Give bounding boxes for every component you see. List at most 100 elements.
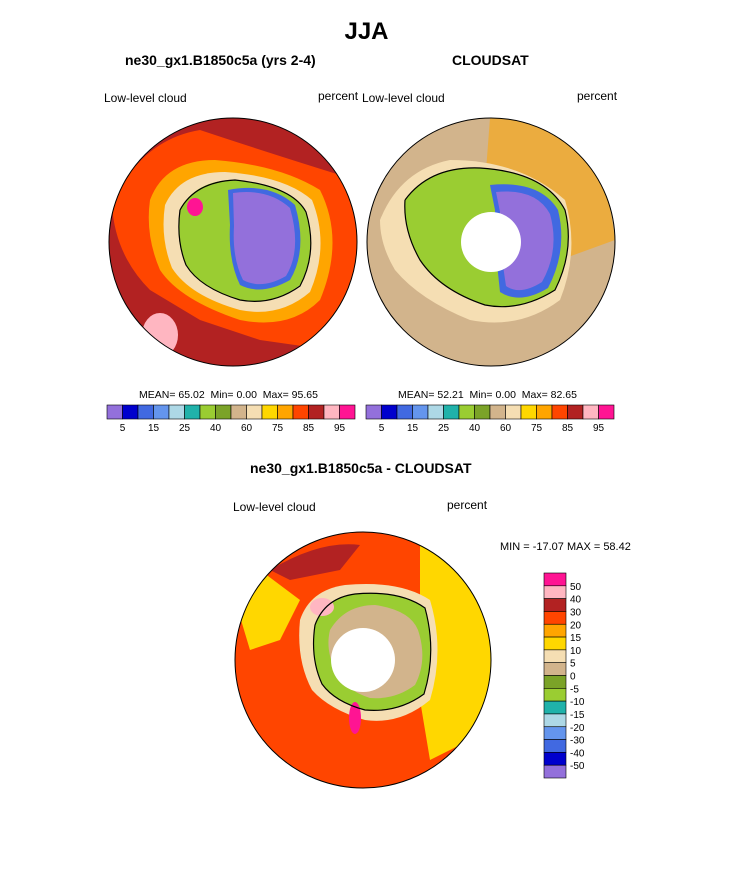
panel1-min-label: Min= — [210, 389, 234, 401]
map3-hot-spot — [349, 702, 361, 734]
colorbar1-tick-label: 85 — [303, 423, 315, 434]
colorbar2-tick-label: 85 — [562, 423, 574, 434]
colorbar2-tick-label: 75 — [531, 423, 543, 434]
colorbar1-swatch — [261, 404, 278, 420]
map3-coastline — [312, 592, 432, 712]
colorbar2-tick-label: 95 — [593, 423, 605, 434]
colorbar3-tick-label: 0 — [570, 672, 576, 683]
colorbar3-swatch — [543, 662, 567, 676]
colorbar1-swatch — [106, 404, 123, 420]
colorbar3-swatch — [543, 611, 567, 625]
colorbar2-swatch — [520, 404, 537, 420]
colorbar2-swatch — [381, 404, 398, 420]
panel2-max-label: Max= — [521, 389, 548, 401]
colorbar3-swatch — [543, 688, 567, 702]
colorbar3-tick-label: 10 — [570, 646, 582, 657]
map-panel-cloudsat — [367, 118, 615, 366]
colorbar3-swatch — [543, 713, 567, 728]
figure-title: JJA — [344, 18, 389, 45]
colorbar2-swatch — [567, 404, 584, 420]
colorbar3-tick-label: -20 — [570, 723, 585, 734]
colorbar2-swatch — [536, 404, 553, 420]
panel1-right-label: percent — [318, 89, 359, 103]
colorbar3-swatch — [543, 700, 567, 715]
colorbar2-swatch — [598, 404, 615, 420]
colorbar2-tick-label: 5 — [379, 423, 385, 434]
colorbar2-tick-label: 25 — [438, 423, 450, 434]
colorbar3-tick-label: -40 — [570, 748, 585, 759]
colorbar3-tick-label: 15 — [570, 633, 582, 644]
colorbar2-swatch — [458, 404, 475, 420]
colorbar1-tick-label: 60 — [241, 423, 253, 434]
colorbar3-tick-label: 30 — [570, 607, 582, 618]
panel2-mean: 52.21 — [437, 389, 464, 401]
colorbar1-swatch — [153, 404, 170, 420]
colorbar1-tick-label: 75 — [272, 423, 284, 434]
panel2-max: 82.65 — [550, 389, 577, 401]
panel1-stats: MEAN= 65.02 Min= 0.00 Max= 95.65 — [139, 389, 318, 401]
colorbar2-swatch — [582, 404, 599, 420]
colorbar1-swatch — [323, 404, 340, 420]
colorbar3-swatch — [543, 726, 567, 740]
colorbar3-swatch — [543, 636, 567, 651]
map1-hot-spot — [187, 198, 203, 216]
panel1-left-label: Low-level cloud — [104, 91, 187, 105]
panel1-max: 95.65 — [291, 389, 318, 401]
colorbar2-swatch — [551, 404, 568, 420]
map3-no-data-hole — [331, 628, 395, 692]
colorbar1-swatch — [308, 404, 325, 420]
colorbar1-tick-label: 5 — [120, 423, 126, 434]
colorbar1-swatch — [230, 404, 247, 420]
colorbar2-swatch — [443, 404, 460, 420]
panel3-left-label: Low-level cloud — [233, 500, 316, 514]
colorbar2-swatch — [365, 404, 382, 420]
panel2-title: CLOUDSAT — [452, 52, 529, 68]
panel2-right-label: percent — [577, 89, 618, 103]
colorbar3-swatch — [543, 764, 567, 779]
map3-border — [234, 531, 492, 789]
colorbar3-swatch — [543, 675, 567, 689]
map-panel-difference — [235, 532, 491, 788]
panel3-right-label: percent — [447, 498, 488, 512]
panel2-min: 0.00 — [495, 389, 516, 401]
colorbar3-tick-label: 40 — [570, 595, 582, 606]
map1-interior-5 — [233, 192, 296, 285]
colorbar2-swatch — [412, 404, 429, 420]
colorbar3-tick-label: 5 — [570, 659, 576, 670]
colorbar3-swatch — [543, 623, 567, 638]
map2-no-data-hole — [461, 212, 521, 272]
colorbar2-swatch — [427, 404, 444, 420]
panel3-title: ne30_gx1.B1850c5a - CLOUDSAT — [250, 460, 472, 476]
colorbar3-tick-label: -30 — [570, 736, 585, 747]
colorbar3-tick-label: -50 — [570, 761, 585, 772]
colorbar1-tick-label: 15 — [148, 423, 160, 434]
colorbar3-tick-label: -5 — [570, 684, 579, 695]
colorbar1-tick-label: 25 — [179, 423, 191, 434]
colorbar2-swatch — [489, 404, 506, 420]
panel3-minmax: MIN = -17.07 MAX = 58.42 — [500, 541, 631, 553]
colorbar1-swatch — [137, 404, 154, 420]
panel2-min-label: Min= — [469, 389, 493, 401]
panel1-mean: 65.02 — [178, 389, 205, 401]
panel2-stats: MEAN= 52.21 Min= 0.00 Max= 82.65 — [398, 389, 577, 401]
map2-coastline — [404, 167, 569, 308]
colorbar1-swatch — [199, 404, 216, 420]
map3-pink-patch — [310, 598, 334, 616]
colorbar1-swatch — [184, 404, 201, 420]
colorbar1-swatch — [246, 404, 263, 420]
colorbar2-swatch — [505, 404, 522, 420]
colorbar1-swatch — [215, 404, 232, 420]
colorbar1-swatch — [292, 404, 309, 420]
panel1-title: ne30_gx1.B1850c5a (yrs 2-4) — [125, 52, 316, 68]
colorbar1-swatch — [339, 404, 356, 420]
map3-red-patch — [270, 544, 360, 580]
map2-border — [366, 117, 616, 367]
colorbar3-swatch — [543, 572, 567, 587]
colorbar-panel1: 5 15 25 40 60 75 85 95 — [106, 404, 356, 434]
colorbar3-swatch — [543, 752, 567, 766]
colorbar3-swatch — [543, 585, 567, 599]
colorbar3-swatch — [543, 598, 567, 612]
colorbar3-tick-label: 50 — [570, 582, 582, 593]
